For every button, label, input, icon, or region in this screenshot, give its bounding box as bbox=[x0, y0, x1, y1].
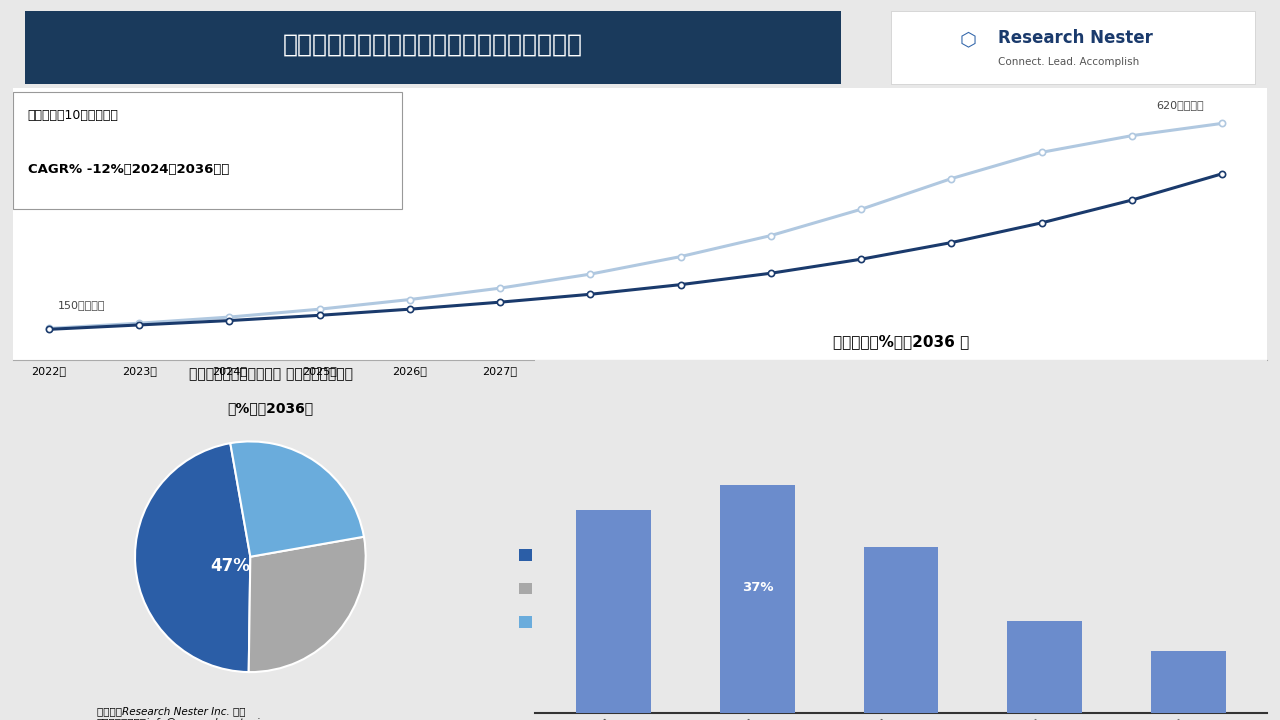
Text: 市場セグメンテーション －エンドユーザー: 市場セグメンテーション －エンドユーザー bbox=[188, 366, 353, 381]
Wedge shape bbox=[134, 444, 251, 672]
Text: 市場価値（10億米ドル）: 市場価値（10億米ドル） bbox=[28, 109, 119, 122]
Title: 地域分析（%）、2036 年: 地域分析（%）、2036 年 bbox=[833, 334, 969, 349]
Text: 47%: 47% bbox=[210, 557, 250, 575]
Bar bbox=[576, 510, 652, 713]
Text: （%）、2036年: （%）、2036年 bbox=[228, 401, 314, 415]
Bar bbox=[1007, 621, 1082, 713]
Text: ソース：Research Nester Inc. 分析
詳細については：info@researchnester.jp: ソース：Research Nester Inc. 分析 詳細については：info… bbox=[97, 706, 268, 720]
Text: 37%: 37% bbox=[741, 581, 773, 594]
Text: Connect. Lead. Accomplish: Connect. Lead. Accomplish bbox=[997, 58, 1139, 68]
Bar bbox=[864, 546, 938, 713]
Text: ⬡: ⬡ bbox=[960, 30, 977, 49]
FancyBboxPatch shape bbox=[26, 12, 841, 84]
Text: 620億米ドル: 620億米ドル bbox=[1156, 100, 1204, 110]
Bar bbox=[721, 485, 795, 713]
Text: Research Nester: Research Nester bbox=[997, 29, 1152, 47]
FancyBboxPatch shape bbox=[13, 92, 402, 210]
Text: 150億米ドル: 150億米ドル bbox=[58, 300, 105, 310]
FancyBboxPatch shape bbox=[891, 12, 1254, 84]
Legend: 住宅, 商業, 産業: 住宅, 商業, 産業 bbox=[513, 544, 564, 634]
Text: 太陽光パネル取付構造市場－レポートの洞察: 太陽光パネル取付構造市場－レポートの洞察 bbox=[283, 32, 582, 57]
Bar bbox=[1151, 652, 1225, 713]
Wedge shape bbox=[248, 536, 366, 672]
Wedge shape bbox=[230, 441, 364, 557]
Text: CAGR% -12%（2024－2036年）: CAGR% -12%（2024－2036年） bbox=[28, 163, 229, 176]
